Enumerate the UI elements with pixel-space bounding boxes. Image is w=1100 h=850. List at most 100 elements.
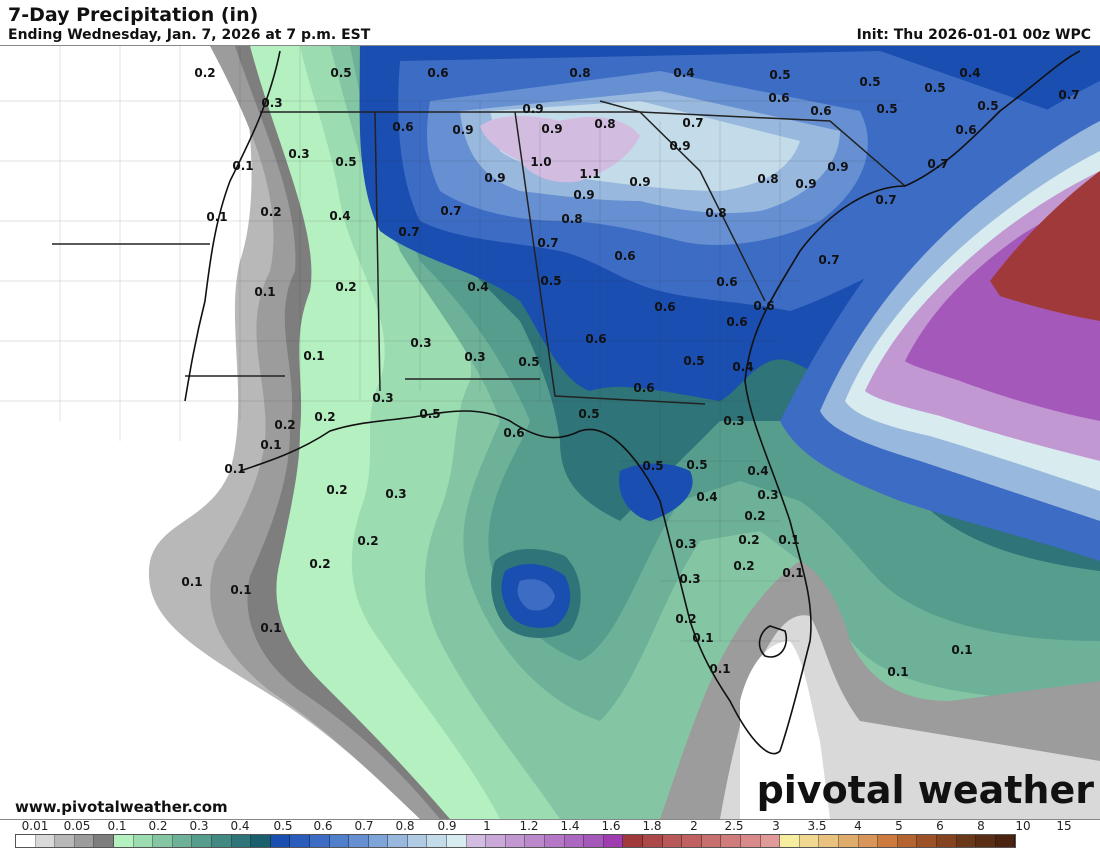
value-label: 0.4 [747,464,769,478]
source-url: www.pivotalweather.com [15,798,228,816]
legend-tick-label: 0.3 [189,819,209,833]
value-label: 0.1 [778,533,800,547]
value-label: 0.7 [398,225,420,239]
legend-swatch [995,835,1016,847]
value-label: 0.6 [503,426,525,440]
value-label: 0.5 [686,458,708,472]
value-label: 0.5 [859,75,881,89]
legend-swatch [505,835,526,847]
legend-tick-label: 0.2 [148,819,168,833]
legend-swatch [388,835,408,847]
value-label: 0.8 [569,66,591,80]
legend-swatch [133,835,154,847]
legend-tick-label: 2.5 [724,819,744,833]
value-label: 0.7 [537,236,559,250]
value-label: 0.1 [230,583,252,597]
value-label: 0.1 [181,575,203,589]
value-label: 0.3 [372,391,394,405]
legend-swatch [760,835,781,847]
value-label: 0.8 [757,172,779,186]
legend-tick-label: 0.5 [273,819,293,833]
value-label: 0.3 [464,350,486,364]
legend-tick-label: 0.6 [313,819,333,833]
value-label: 0.1 [692,631,714,645]
value-label: 0.2 [738,533,760,547]
value-label: 0.7 [440,204,462,218]
value-label: 0.5 [642,459,664,473]
legend-tick-label: 4 [854,819,862,833]
legend-tick-label: 0.05 [63,819,91,833]
legend-swatch [349,835,369,847]
legend-tick-label: 1.2 [519,819,539,833]
init-time: Init: Thu 2026-01-01 00z WPC [856,27,1091,43]
value-label: 0.2 [335,280,357,294]
legend-swatch [780,835,800,847]
legend-swatch [55,835,75,847]
legend-tick-label: 0.7 [354,819,374,833]
valid-time: Ending Wednesday, Jan. 7, 2026 at 7 p.m.… [8,27,371,43]
value-label: 0.5 [924,81,946,95]
legend-swatch [564,835,585,847]
value-label: 0.2 [357,534,379,548]
legend-swatch [936,835,957,847]
value-label: 0.2 [733,559,755,573]
legend-swatch [584,835,604,847]
value-label: 0.6 [392,120,414,134]
legend-tick-label: 8 [977,819,985,833]
value-label: 0.9 [795,177,817,191]
legend-tick-label: 0.01 [21,819,49,833]
value-label: 0.1 [224,462,246,476]
legend-tick-label: 15 [1056,819,1072,833]
value-label: 0.8 [594,117,616,131]
value-label: 0.3 [410,336,432,350]
value-label: 0.6 [955,123,977,137]
legend-tick-label: 1.8 [642,819,662,833]
legend-tick-label: 3.5 [807,819,827,833]
legend-tick-label: 2 [690,819,698,833]
value-label: 0.7 [682,116,704,130]
legend-swatch [917,835,937,847]
legend-swatch [682,835,702,847]
legend-swatch [172,835,193,847]
value-label: 0.3 [757,488,779,502]
legend-swatch [368,835,389,847]
value-label: 0.2 [314,410,336,424]
value-label: 0.9 [629,175,651,189]
legend-swatch [211,835,232,847]
value-label: 0.9 [522,102,544,116]
legend-tick-label: 5 [895,819,903,833]
value-label: 0.5 [683,354,705,368]
value-label: 0.4 [696,490,718,504]
value-label: 0.1 [260,621,282,635]
legend-swatch [956,835,977,847]
legend-colorbar [15,834,1017,848]
value-label: 0.3 [385,487,407,501]
legend-swatch [662,835,683,847]
legend-swatch [897,835,918,847]
value-label: 0.6 [427,66,449,80]
value-label: 0.5 [876,102,898,116]
value-label: 0.4 [959,66,981,80]
legend-swatch [290,835,310,847]
legend-swatch [858,835,879,847]
value-label: 0.1 [232,159,254,173]
legend-swatch [740,835,761,847]
value-label: 0.6 [633,381,655,395]
value-label: 0.1 [782,566,804,580]
value-label: 0.6 [810,104,832,118]
value-label: 0.4 [329,209,351,223]
value-label: 0.3 [679,572,701,586]
value-label: 0.2 [274,418,296,432]
legend-swatch [976,835,996,847]
value-label: 0.1 [709,662,731,676]
legend-tick-label: 1.4 [560,819,580,833]
legend-swatch [74,835,95,847]
value-label: 0.3 [675,537,697,551]
legend-swatch [251,835,271,847]
legend-swatch [799,835,820,847]
map-title: 7-Day Precipitation (in) [8,4,259,26]
legend-tick-label: 3 [772,819,780,833]
legend-swatch [192,835,212,847]
value-label: 0.8 [561,212,583,226]
value-label: 0.6 [716,275,738,289]
